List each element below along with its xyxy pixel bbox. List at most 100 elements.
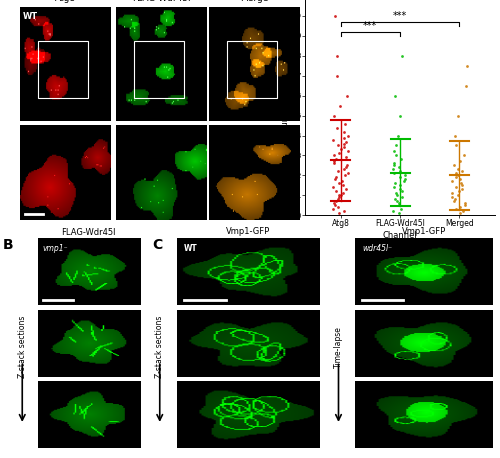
Point (334, 72, 342, 79)
Point (462, 82, 470, 89)
Text: Vmp1-GFP: Vmp1-GFP (402, 227, 446, 236)
Text: C: C (152, 238, 163, 252)
Point (392, 142, 400, 149)
Point (336, 150, 344, 157)
Text: WT: WT (22, 12, 38, 22)
Point (342, 162, 350, 169)
Point (342, 164, 350, 171)
Point (329, 206, 337, 213)
Point (390, 162, 398, 169)
Point (390, 160, 398, 167)
Point (462, 202, 469, 209)
Text: Atg8: Atg8 (55, 0, 76, 3)
Point (395, 210, 403, 217)
Bar (228, 41, 278, 98)
Point (340, 134, 348, 141)
Point (448, 194, 456, 201)
Point (342, 154, 350, 161)
Point (392, 92, 400, 99)
Point (334, 196, 342, 203)
Text: Z-stack sections: Z-stack sections (18, 316, 27, 378)
Point (393, 191, 401, 199)
Point (334, 52, 342, 60)
Point (454, 191, 462, 199)
Text: Z-stack sections: Z-stack sections (155, 316, 164, 378)
Point (336, 210, 344, 217)
Point (330, 184, 338, 191)
Point (344, 148, 351, 155)
Point (457, 180, 465, 187)
Point (344, 170, 352, 177)
Point (398, 52, 406, 60)
Point (332, 198, 340, 205)
Point (395, 164, 403, 171)
Point (342, 138, 350, 145)
Point (344, 132, 352, 139)
Text: Time-lapse: Time-lapse (334, 326, 343, 368)
Point (452, 206, 460, 213)
Point (402, 172, 409, 179)
Point (398, 156, 406, 163)
Point (342, 172, 349, 179)
Point (450, 162, 458, 169)
Point (390, 166, 398, 173)
Point (343, 92, 351, 99)
Point (450, 198, 458, 205)
Point (452, 142, 460, 149)
Point (456, 210, 464, 217)
Point (331, 12, 339, 20)
Point (337, 191, 345, 199)
Point (330, 160, 338, 167)
Point (332, 156, 340, 163)
Point (390, 170, 398, 177)
Text: vmp1⁻: vmp1⁻ (42, 244, 68, 252)
Point (395, 202, 403, 209)
Point (454, 166, 462, 173)
Point (332, 188, 340, 195)
Text: ***: *** (363, 21, 378, 31)
Point (334, 204, 342, 211)
Point (330, 200, 338, 207)
X-axis label: Channel: Channel (382, 231, 418, 240)
Point (392, 152, 400, 159)
Text: FLAG-Wdr45l: FLAG-Wdr45l (62, 228, 116, 237)
Point (392, 190, 400, 197)
Point (330, 112, 338, 119)
Y-axis label: puncta/cell: puncta/cell (280, 84, 289, 131)
Point (396, 185, 404, 193)
Point (336, 180, 344, 187)
Text: wdr45l⁻: wdr45l⁻ (362, 244, 392, 252)
Point (400, 178, 408, 185)
Text: Vmp1-GFP: Vmp1-GFP (226, 227, 270, 236)
Point (448, 190, 456, 197)
Point (454, 188, 462, 195)
Bar (134, 41, 184, 98)
Point (394, 198, 402, 205)
Point (394, 132, 402, 139)
Point (336, 191, 344, 199)
Point (396, 168, 404, 175)
Point (388, 207, 396, 215)
Point (448, 178, 456, 185)
Point (460, 152, 468, 159)
Point (398, 188, 406, 195)
Point (334, 168, 342, 175)
Point (452, 184, 460, 191)
Point (338, 178, 345, 185)
Point (341, 120, 349, 127)
Point (451, 196, 459, 203)
Text: ***: *** (393, 11, 407, 21)
Point (462, 200, 469, 207)
Point (451, 132, 459, 139)
Text: WT: WT (184, 244, 198, 252)
Point (332, 174, 340, 181)
Point (454, 172, 462, 179)
Point (340, 128, 348, 135)
Text: FLAG-Wdr45l: FLAG-Wdr45l (132, 0, 190, 3)
Point (340, 207, 348, 215)
Point (340, 182, 347, 189)
Point (331, 176, 339, 183)
Point (395, 200, 403, 207)
Point (458, 182, 466, 189)
Point (392, 196, 400, 203)
